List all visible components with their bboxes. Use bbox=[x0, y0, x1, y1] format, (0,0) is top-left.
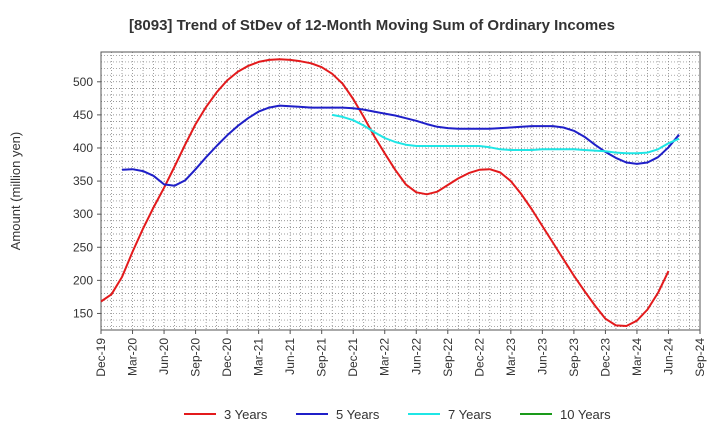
x-tick-label: Sep-23 bbox=[567, 338, 581, 377]
x-tick-label: Jun-22 bbox=[409, 338, 423, 375]
x-tick-label: Jun-23 bbox=[535, 338, 549, 375]
series-lines bbox=[100, 58, 680, 327]
x-tick-label: Sep-21 bbox=[315, 338, 329, 377]
x-tick-label: Dec-21 bbox=[346, 338, 360, 377]
x-tick-label: Jun-21 bbox=[283, 338, 297, 375]
y-tick-label: 400 bbox=[73, 141, 93, 155]
y-tick-label: 350 bbox=[73, 174, 93, 188]
series-line-7-years bbox=[332, 113, 680, 155]
x-tick-label: Dec-23 bbox=[598, 338, 612, 377]
y-tick-label: 300 bbox=[73, 207, 93, 221]
x-tick-label: Mar-23 bbox=[504, 338, 518, 376]
series-line-3-years bbox=[100, 58, 670, 327]
x-tick-label: Jun-20 bbox=[157, 338, 171, 375]
x-tick-label: Sep-20 bbox=[189, 338, 203, 377]
y-tick-label: 450 bbox=[73, 108, 93, 122]
x-tick-label: Sep-22 bbox=[441, 338, 455, 377]
y-tick-label: 150 bbox=[73, 306, 93, 320]
x-tick-label: Sep-24 bbox=[693, 338, 707, 377]
x-tick-label: Dec-19 bbox=[94, 338, 108, 377]
x-tick-label: Jun-24 bbox=[661, 338, 675, 375]
x-tick-label: Dec-20 bbox=[220, 338, 234, 377]
y-tick-label: 200 bbox=[73, 273, 93, 287]
legend-label-7-years: 7 Years bbox=[448, 407, 492, 422]
x-tick-label: Dec-22 bbox=[472, 338, 486, 377]
x-tick-label: Mar-21 bbox=[252, 338, 266, 376]
grid-lines bbox=[101, 52, 700, 330]
x-tick-label: Mar-24 bbox=[630, 338, 644, 376]
legend: 3 Years 5 Years 7 Years 10 Years bbox=[184, 407, 611, 422]
legend-label-10-years: 10 Years bbox=[560, 407, 611, 422]
axes: 150 200 250 300 350 400 450 500 Dec-19 Mar-20 Jun-… bbox=[73, 51, 707, 377]
x-tick-label: Mar-22 bbox=[378, 338, 392, 376]
chart-title: [8093] Trend of StDev of 12-Month Moving… bbox=[129, 17, 615, 34]
y-tick-label: 250 bbox=[73, 240, 93, 254]
y-tick-label: 500 bbox=[73, 75, 93, 89]
y-axis-label: Amount (million yen) bbox=[8, 132, 23, 251]
plot-frame bbox=[100, 51, 701, 331]
x-tick-label: Mar-20 bbox=[126, 338, 140, 376]
series-line-5-years bbox=[121, 104, 680, 187]
legend-label-5-years: 5 Years bbox=[336, 407, 380, 422]
legend-label-3-years: 3 Years bbox=[224, 407, 268, 422]
